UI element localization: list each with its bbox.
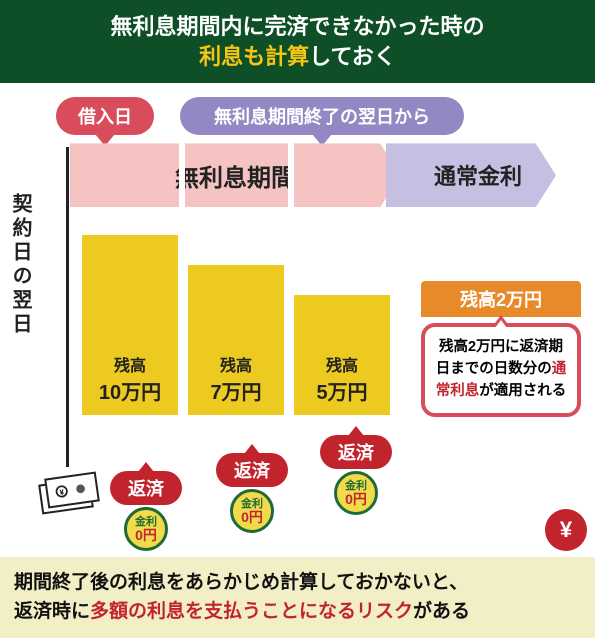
zero-interest-coin-icon: 金利 0円 xyxy=(230,489,274,533)
timeline-arrows: 無利息期間 通常金利 xyxy=(70,143,585,207)
diagram-area: 借入日 無利息期間終了の翌日から 契約日の翌日 無利息期間 通常金利 残高 10… xyxy=(0,83,595,557)
balance-bar-1: 残高 10万円 xyxy=(82,235,178,415)
interest-free-arrow: 無利息期間 xyxy=(70,143,400,207)
repay-tag: 返済 xyxy=(216,453,288,487)
timeline-start-line xyxy=(66,147,69,467)
zero-interest-coin-icon: 金利 0円 xyxy=(334,471,378,515)
repay-tag: 返済 xyxy=(320,435,392,469)
footer-warning: 期間終了後の利息をあらかじめ計算しておかないと、 返済時に多額の利息を支払うこと… xyxy=(0,557,595,638)
borrow-day-label: 借入日 xyxy=(56,97,154,135)
interest-note-bubble: 残高2万円に返済期日までの日数分の通常利息が適用される xyxy=(421,323,581,416)
repay-tag: 返済 xyxy=(110,471,182,505)
after-period-label: 無利息期間終了の翌日から xyxy=(180,97,464,135)
yen-icon: ¥ xyxy=(545,509,587,551)
contract-day-vertical-label: 契約日の翌日 xyxy=(6,193,35,337)
footer-line2a: 返済時に xyxy=(14,601,90,622)
remaining-balance-callout: 残高2万円 残高2万円に返済期日までの日数分の通常利息が適用される xyxy=(421,281,581,416)
zero-interest-coin-icon: 金利 0円 xyxy=(124,507,168,551)
banknotes-icon: ¥ ¥ xyxy=(40,473,100,515)
footer-line2b: がある xyxy=(413,601,470,622)
chevron-up-icon xyxy=(492,315,510,327)
repayment-2: 返済 金利 0円 xyxy=(216,453,288,533)
footer-risk-text: 多額の利息を支払うことになるリスク xyxy=(90,601,413,622)
header-accent: 利息も計算 xyxy=(199,44,309,69)
remaining-balance-header: 残高2万円 xyxy=(421,281,581,317)
header-line1: 無利息期間内に完済できなかった時の xyxy=(110,14,484,39)
header-banner: 無利息期間内に完済できなかった時の 利息も計算しておく xyxy=(0,0,595,83)
repayment-1: 返済 金利 0円 xyxy=(110,471,182,551)
header-tail: しておく xyxy=(309,44,396,69)
footer-line1: 期間終了後の利息をあらかじめ計算しておかないと、 xyxy=(14,572,468,593)
svg-text:¥: ¥ xyxy=(59,488,65,498)
balance-bar-2: 残高 7万円 xyxy=(188,265,284,415)
balance-bar-3: 残高 5万円 xyxy=(294,295,390,415)
normal-rate-arrow: 通常金利 xyxy=(386,143,556,207)
repayment-3: 返済 金利 0円 xyxy=(320,435,392,515)
